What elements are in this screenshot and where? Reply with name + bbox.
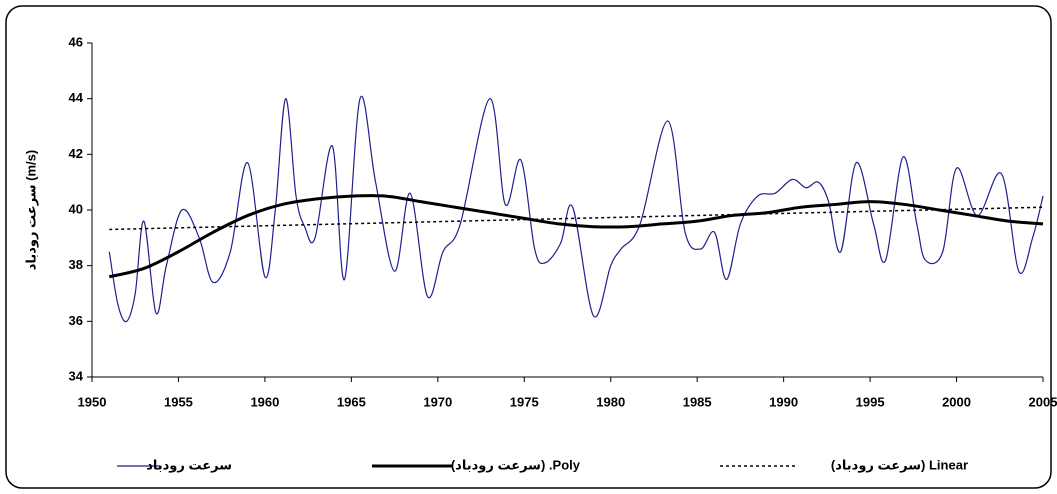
y-tick-label: 36 [69,313,83,328]
y-axis-label: سرعت رودباد (m/s) [23,150,38,270]
series-line [108,95,1044,323]
x-tick-label: 1975 [510,394,539,409]
x-tick-label: 1995 [856,394,885,409]
x-tick-label: 1970 [423,394,452,409]
y-tick-label: 42 [69,146,83,161]
legend-label: سرعت رودباد [146,457,232,472]
legend-label: Poly. (سرعت رودباد) [451,457,581,472]
legend-label: Linear (سرعت رودباد) [831,457,968,472]
y-tick-label: 38 [69,257,83,272]
x-tick-label: 2005 [1029,394,1057,409]
x-tick-label: 1990 [769,394,798,409]
y-tick-label: 46 [69,34,83,49]
x-tick-label: 1950 [78,394,107,409]
chart-frame [5,5,1052,489]
y-tick-label: 34 [69,368,84,383]
x-tick-label: 1955 [164,394,193,409]
x-tick-label: 1985 [683,394,712,409]
x-tick-label: 2000 [942,394,971,409]
x-tick-label: 1965 [337,394,366,409]
y-tick-label: 44 [69,90,84,105]
x-tick-label: 1960 [250,394,279,409]
x-tick-label: 1980 [596,394,625,409]
y-tick-label: 40 [69,201,83,216]
series-line [108,194,1044,279]
